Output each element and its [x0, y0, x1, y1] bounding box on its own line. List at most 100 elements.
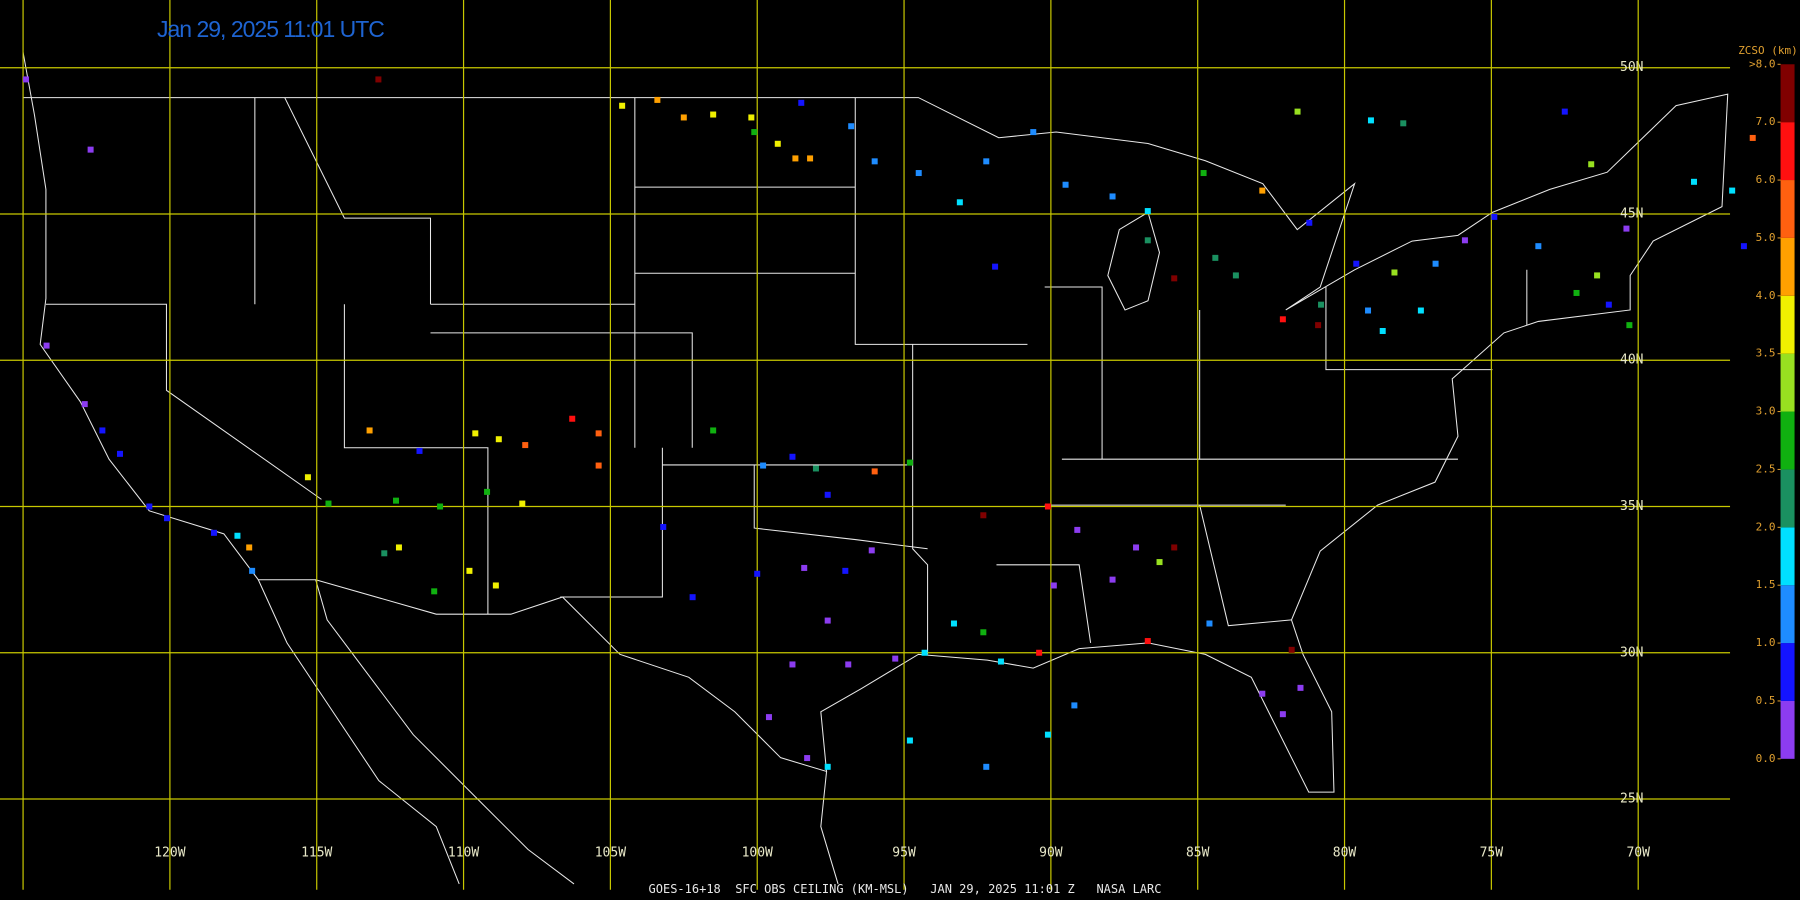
station-obs: [1318, 301, 1325, 308]
colorbar-tick-label: 7.0: [1756, 115, 1776, 128]
station-obs: [812, 465, 819, 472]
station-obs: [210, 529, 217, 536]
station-obs: [1259, 690, 1266, 697]
station-obs: [710, 111, 717, 118]
station-obs: [1144, 208, 1151, 215]
station-obs: [997, 658, 1004, 665]
colorbar-tick-label: 4.0: [1756, 289, 1776, 302]
map-outline: [22, 51, 1729, 885]
lat-tick-label: 50N: [1620, 60, 1643, 75]
lon-tick-label: 120W: [154, 846, 185, 861]
station-obs: [798, 99, 805, 106]
colorbar-band: [1780, 643, 1795, 701]
station-obs: [1306, 219, 1313, 226]
station-obs: [1232, 272, 1239, 279]
station-obs: [431, 588, 438, 595]
colorbar-tick-label: 1.5: [1756, 578, 1776, 591]
station-obs: [654, 96, 661, 103]
station-obs: [1535, 243, 1542, 250]
station-obs: [1144, 638, 1151, 645]
station-obs: [868, 547, 875, 554]
station-obs: [871, 468, 878, 475]
station-obs: [1062, 181, 1069, 188]
station-obs: [1171, 544, 1178, 551]
colorbar-title: ZCSO (km): [1738, 44, 1798, 57]
station-obs: [760, 462, 767, 469]
station-obs: [983, 158, 990, 165]
station-obs: [1561, 108, 1568, 115]
station-obs: [950, 620, 957, 627]
station-obs: [710, 427, 717, 434]
station-obs: [375, 76, 382, 83]
station-obs: [99, 427, 106, 434]
station-obs: [765, 714, 772, 721]
colorbar-tick-label: 2.0: [1756, 520, 1776, 533]
station-obs: [437, 503, 444, 510]
station-obs: [492, 582, 499, 589]
lon-tick-label: 105W: [595, 846, 626, 861]
colorbar-band: [1780, 122, 1795, 181]
station-obs: [1144, 237, 1151, 244]
lon-tick-label: 85W: [1186, 846, 1210, 861]
station-obs: [393, 497, 400, 504]
station-obs: [824, 617, 831, 624]
station-obs: [1379, 327, 1386, 334]
station-obs: [774, 140, 781, 147]
station-obs: [472, 430, 479, 437]
colorbar-band: [1780, 64, 1795, 123]
station-obs: [1044, 731, 1051, 738]
station-obs: [980, 629, 987, 636]
station-obs: [660, 523, 667, 530]
lon-tick-label: 115W: [301, 846, 332, 861]
station-obs: [915, 170, 922, 177]
colorbar: 0.0 0.5 1.0 1.5 2.0 2.5 3.0 3.5 4.0 5.0 6.0 7.0 >8.0…: [1738, 44, 1798, 765]
station-obs: [1259, 187, 1266, 194]
station-obs: [1623, 225, 1630, 232]
lon-tick-label: 100W: [742, 846, 773, 861]
station-obs: [1050, 582, 1057, 589]
station-obs: [992, 263, 999, 270]
lat-tick-label: 45N: [1620, 206, 1643, 221]
colorbar-band: [1780, 295, 1795, 354]
station-obs: [1491, 213, 1498, 220]
station-obs: [1133, 544, 1140, 551]
station-obs: [1417, 307, 1424, 314]
station-obs: [381, 550, 388, 557]
station-obs: [1200, 170, 1207, 177]
station-obs: [906, 737, 913, 744]
station-obs: [792, 155, 799, 162]
station-obs: [983, 763, 990, 770]
lon-tick-label: 70W: [1626, 846, 1650, 861]
station-obs: [1074, 526, 1081, 533]
station-obs: [845, 661, 852, 668]
station-obs: [980, 512, 987, 519]
lat-tick-label: 35N: [1620, 499, 1643, 514]
station-obs: [921, 649, 928, 656]
station-obs: [1749, 134, 1756, 141]
station-obs: [848, 123, 855, 130]
station-obs: [1279, 316, 1286, 323]
station-obs: [249, 567, 256, 574]
station-obs: [1588, 161, 1595, 168]
station-obs: [81, 401, 88, 408]
station-obs: [23, 76, 30, 83]
station-obs: [1297, 684, 1304, 691]
station-obs: [804, 755, 811, 762]
station-obs: [689, 594, 696, 601]
station-obs: [906, 459, 913, 466]
station-obs: [748, 114, 755, 121]
station-obs: [1573, 289, 1580, 296]
station-obs: [495, 436, 502, 443]
colorbar-tick-label: 1.0: [1756, 636, 1776, 649]
country-outline: [22, 51, 1729, 793]
station-obs: [1156, 559, 1163, 566]
station-obs: [246, 544, 253, 551]
station-obs: [1367, 117, 1374, 124]
state-borders: [45, 97, 1528, 655]
coast-outline: [257, 579, 839, 885]
station-obs: [234, 532, 241, 539]
station-obs: [824, 491, 831, 498]
station-obs: [956, 199, 963, 206]
station-obs: [1432, 260, 1439, 267]
